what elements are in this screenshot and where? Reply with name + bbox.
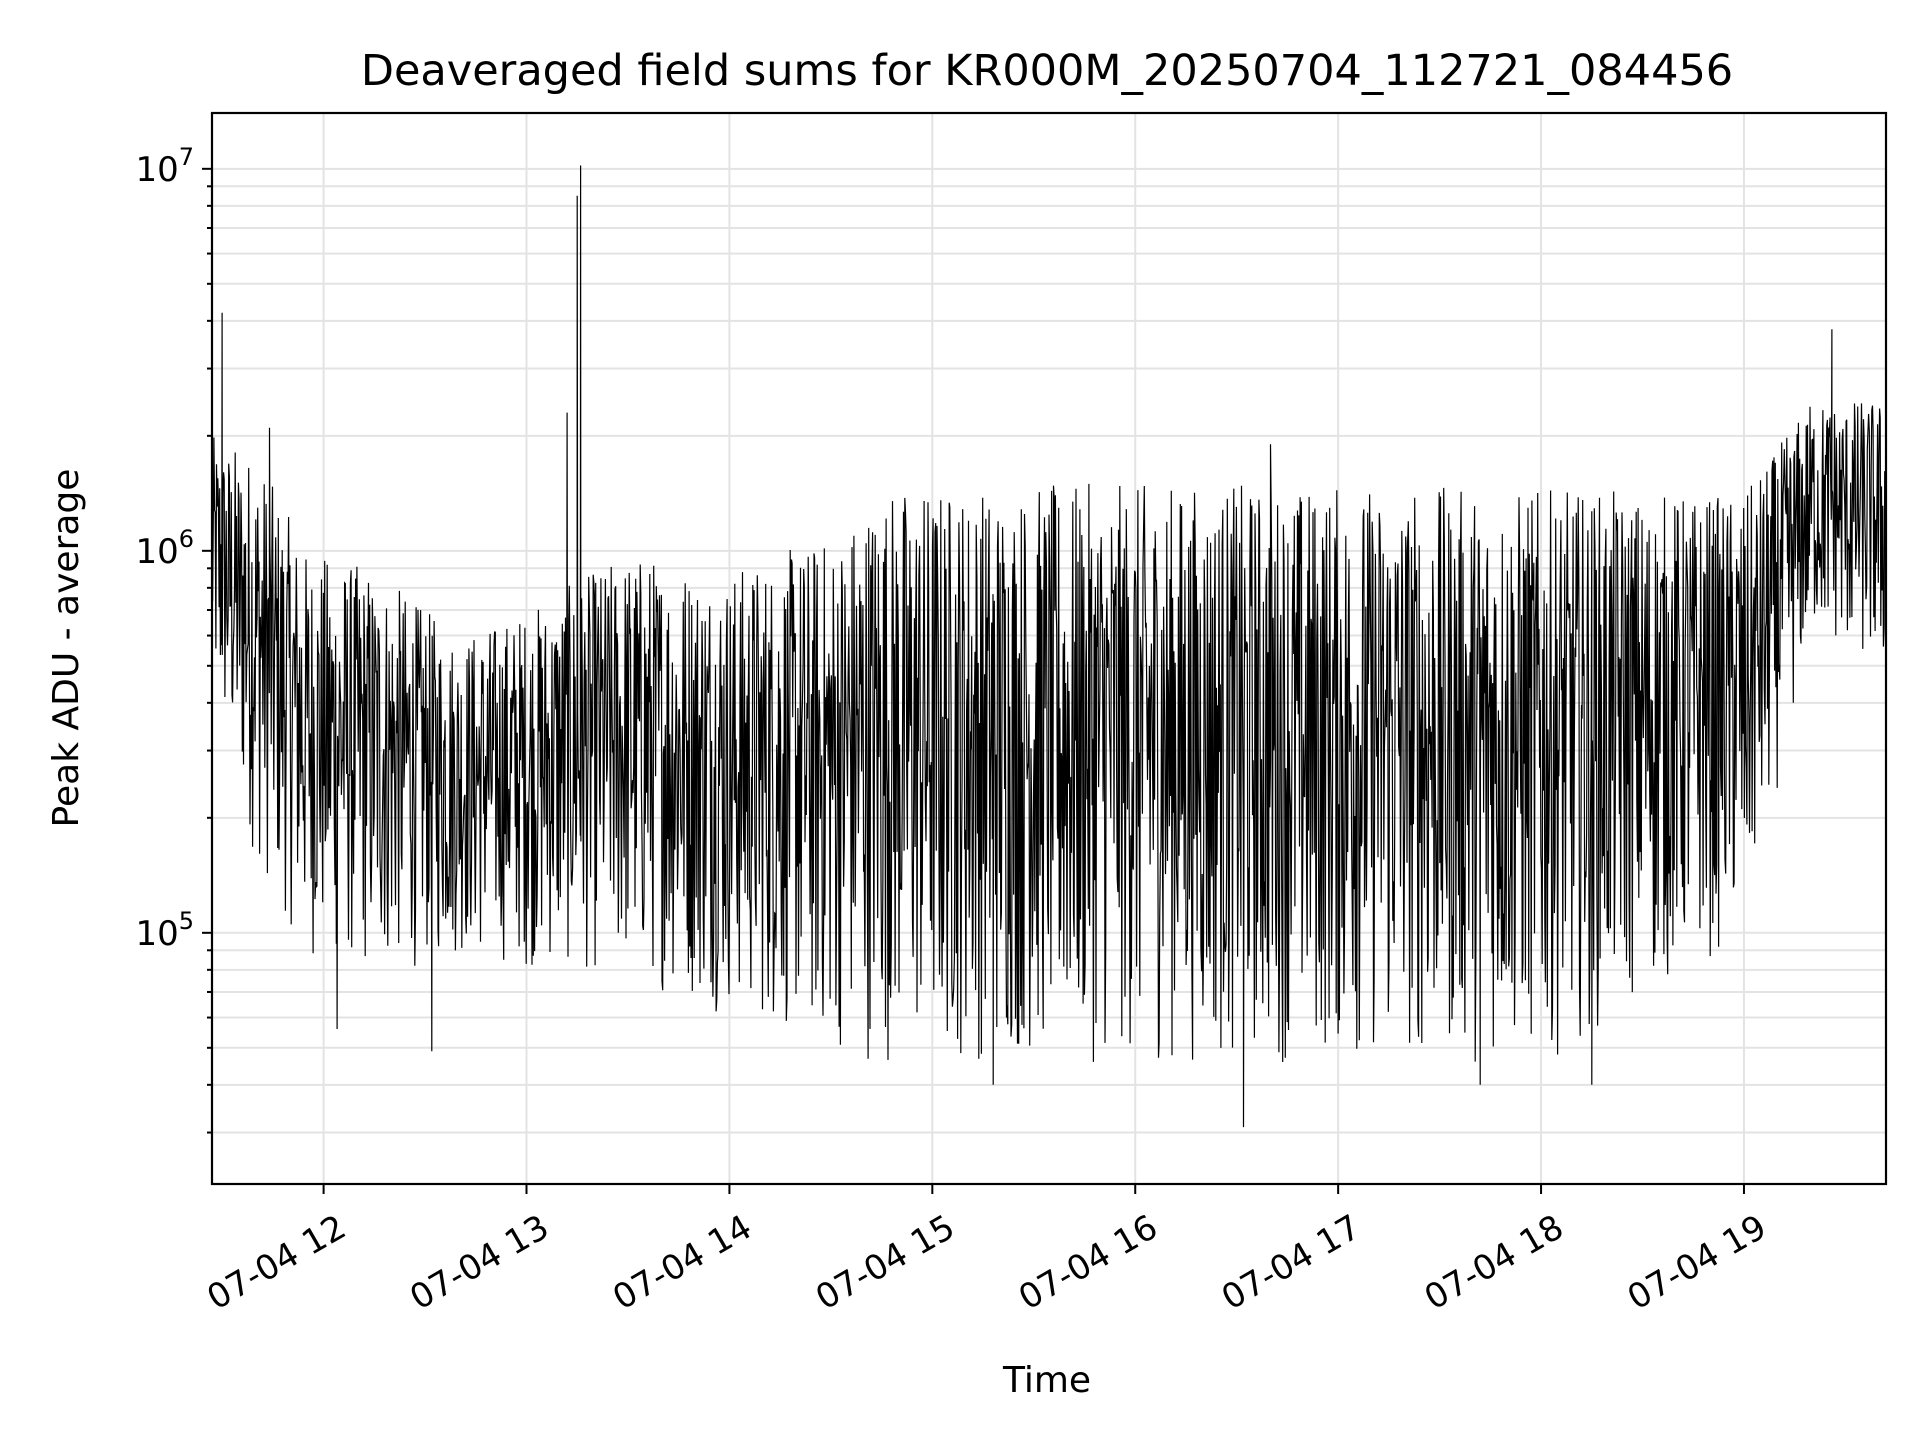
y-tick-label: 106	[135, 525, 194, 572]
y-tick-exponent: 7	[179, 143, 194, 171]
x-tick-label: 07-04 17	[1215, 1207, 1367, 1318]
x-tick-label: 07-04 14	[606, 1207, 758, 1318]
y-tick-label: 105	[135, 907, 194, 954]
y-tick-exponent: 5	[179, 907, 194, 935]
y-tick-base: 10	[135, 914, 178, 954]
y-tick-base: 10	[135, 150, 178, 190]
x-tick-label: 07-04 16	[1012, 1207, 1164, 1318]
x-tick-label: 07-04 12	[200, 1207, 352, 1318]
x-tick-label: 07-04 19	[1621, 1207, 1773, 1318]
series-line	[211, 165, 1887, 1128]
y-tick-base: 10	[135, 532, 178, 572]
x-tick-label: 07-04 13	[403, 1207, 555, 1318]
x-axis: 07-04 12 07-04 13 07-04 14 07-04 15 07-04 16…	[200, 1184, 1773, 1318]
y-tick-exponent: 6	[179, 525, 194, 553]
chart-title: Deaveraged field sums for KR000M_2025070…	[361, 46, 1733, 96]
x-axis-label: Time	[1002, 1360, 1091, 1401]
x-tick-label: 07-04 15	[809, 1207, 961, 1318]
y-axis-label: Peak ADU - average	[46, 469, 87, 828]
y-tick-label: 107	[135, 143, 194, 190]
plot-frame	[210, 111, 1888, 1186]
x-tick-label: 07-04 18	[1418, 1207, 1570, 1318]
